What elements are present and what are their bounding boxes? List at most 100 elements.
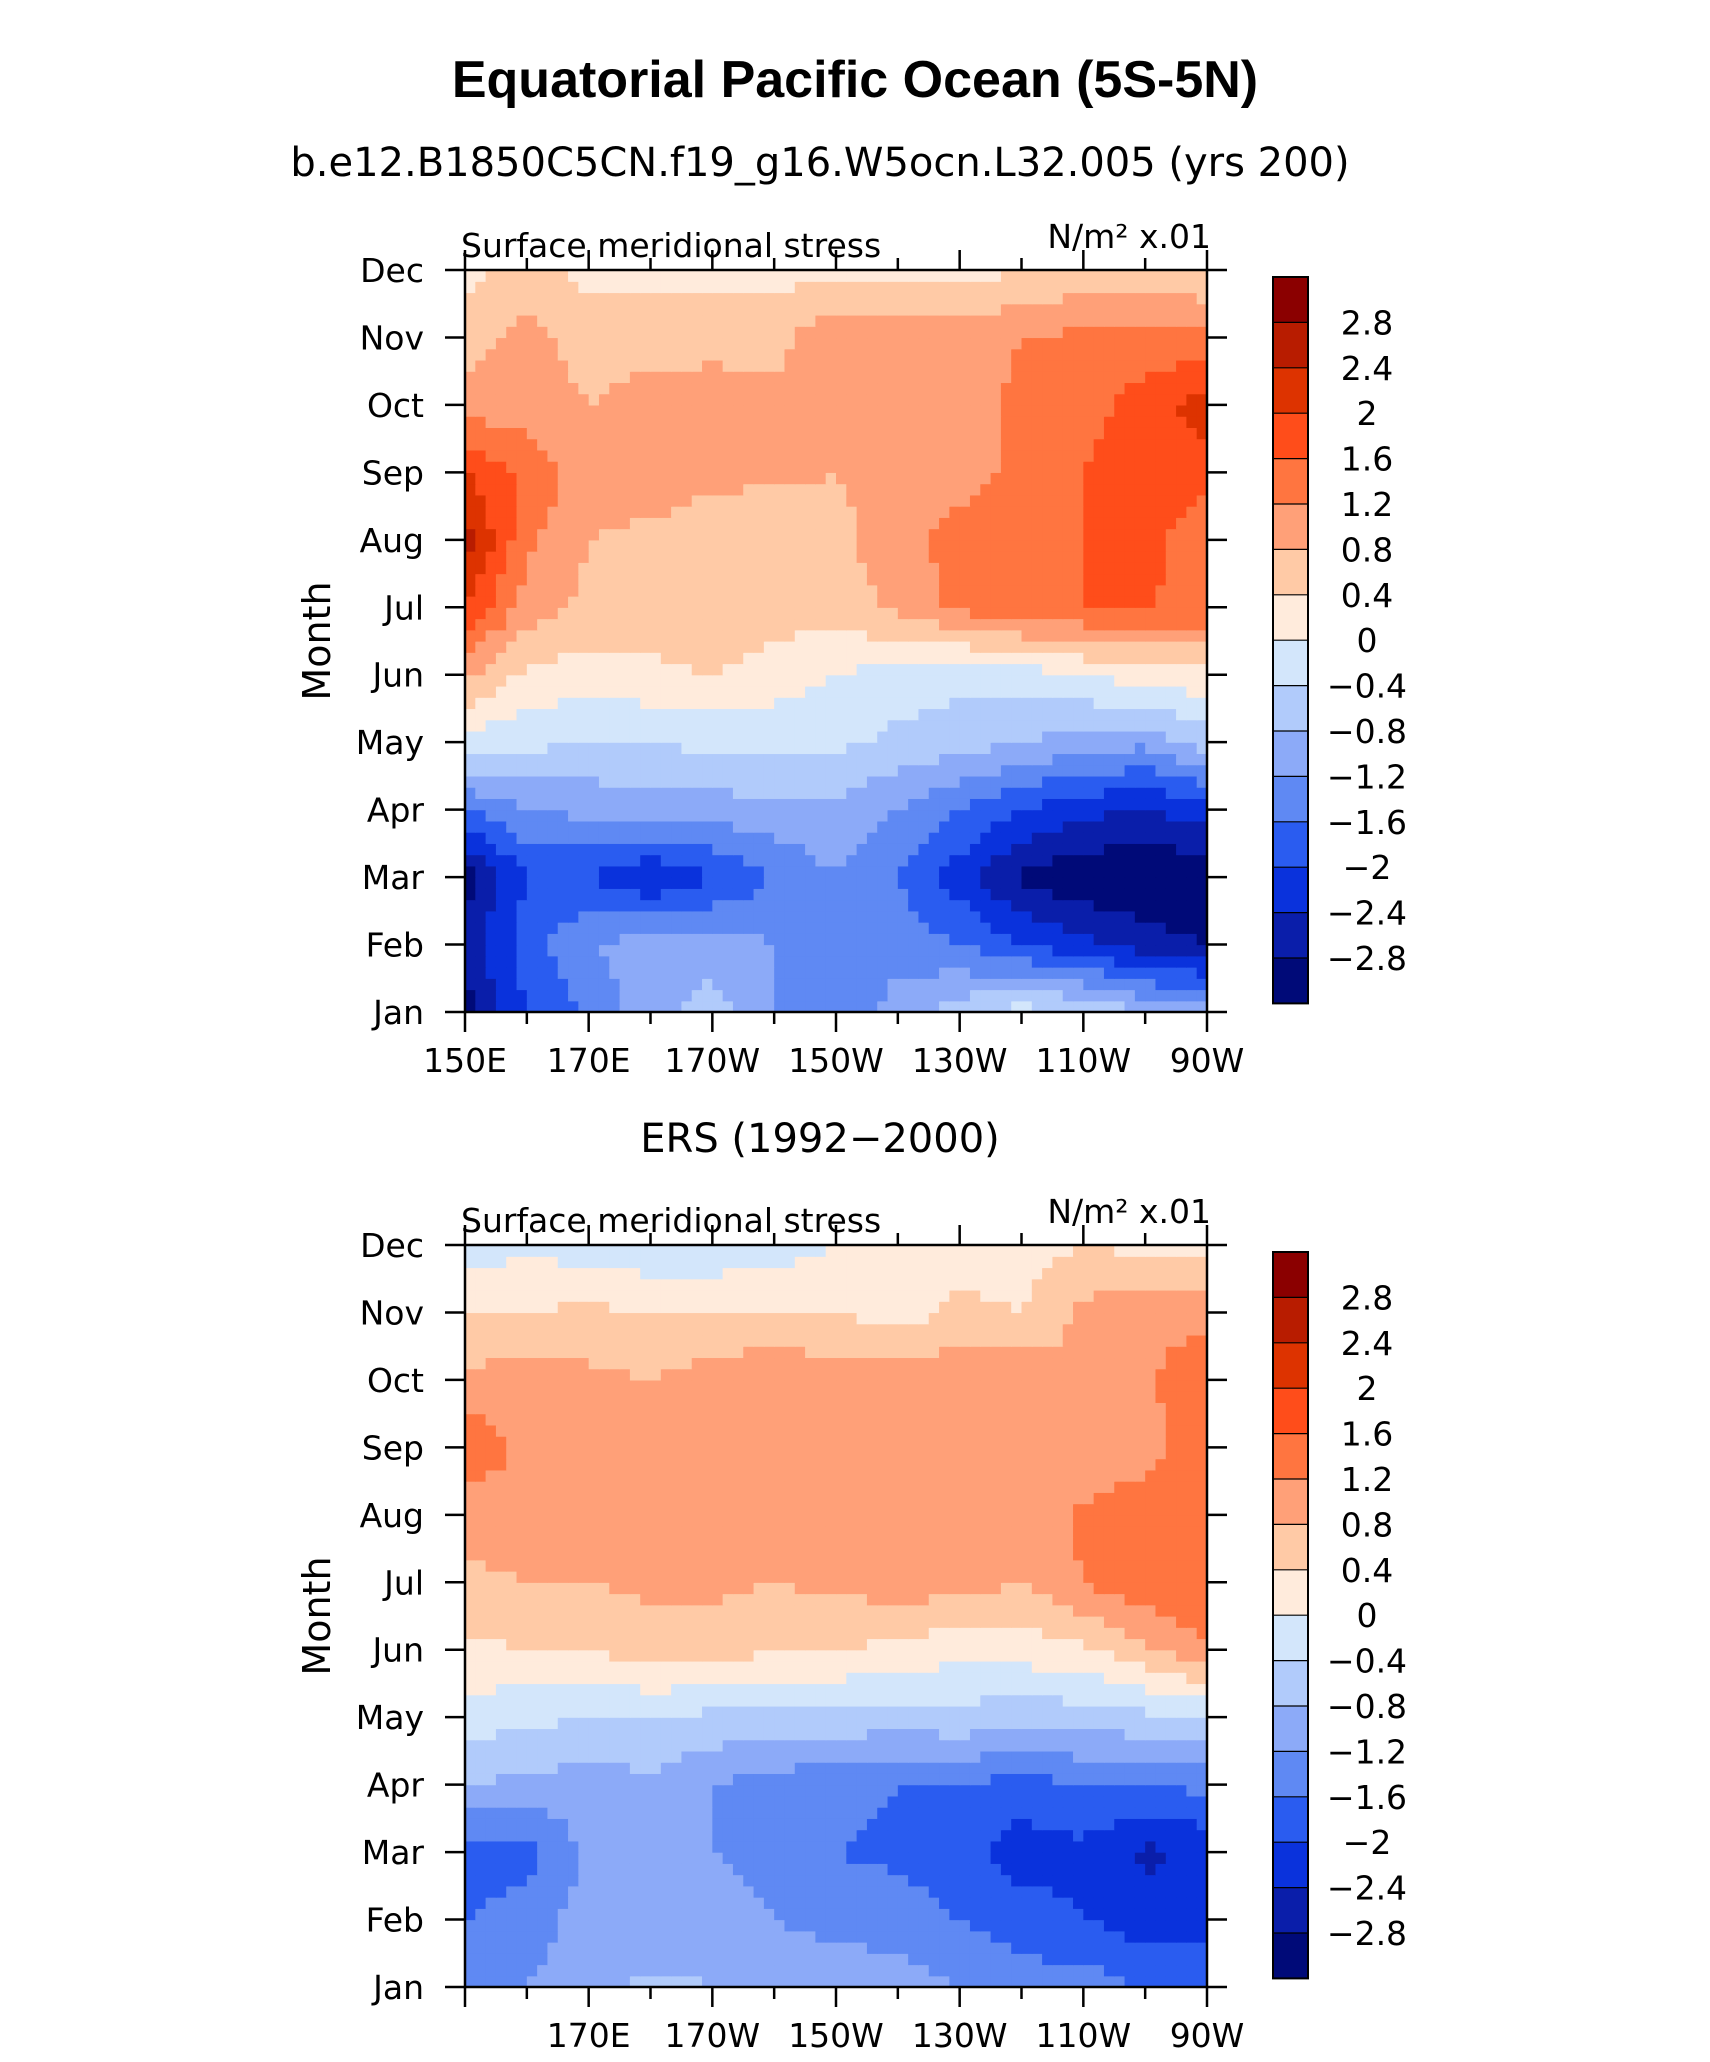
- contour-cell: [1145, 989, 1157, 1002]
- contour-cell: [609, 494, 621, 507]
- contour-cell: [980, 326, 992, 339]
- colorbar-label: 1.2: [1341, 485, 1393, 524]
- contour-cell: [671, 303, 683, 316]
- contour-cell: [1134, 877, 1146, 889]
- contour-cell: [691, 629, 703, 642]
- contour-cell: [1021, 955, 1033, 968]
- contour-cell: [691, 303, 703, 316]
- contour-cell: [598, 337, 610, 350]
- contour-cell: [825, 1000, 837, 1012]
- contour-cell: [660, 596, 672, 608]
- contour-cell: [939, 764, 950, 777]
- contour-cell: [732, 393, 744, 406]
- contour-cell: [691, 551, 703, 563]
- contour-cell: [928, 416, 940, 428]
- contour-cell: [753, 551, 765, 563]
- contour-cell: [1073, 596, 1084, 608]
- contour-cell: [959, 517, 971, 530]
- contour-cell: [1134, 910, 1146, 923]
- contour-cell: [918, 584, 930, 597]
- contour-cell: [897, 1964, 909, 1977]
- contour-cell: [1145, 303, 1157, 316]
- contour-cell: [598, 854, 610, 867]
- contour-cell: [846, 674, 858, 687]
- contour-cell: [1093, 820, 1105, 833]
- contour-cell: [949, 562, 961, 575]
- contour-cell: [969, 629, 981, 642]
- contour-cell: [743, 393, 755, 406]
- contour-cell: [743, 978, 755, 991]
- contour-cell: [836, 910, 847, 923]
- contour-cell: [774, 303, 786, 316]
- contour-cell: [526, 517, 538, 530]
- contour-cell: [1031, 337, 1043, 350]
- contour-cell: [990, 832, 1002, 844]
- contour-cell: [1000, 528, 1012, 541]
- contour-cell: [732, 573, 744, 586]
- contour-cell: [640, 820, 652, 833]
- contour-cell: [1155, 933, 1167, 946]
- contour-cell: [506, 1964, 518, 1977]
- contour-cell: [928, 708, 940, 721]
- contour-cell: [1196, 1975, 1207, 1987]
- contour-cell: [475, 719, 487, 732]
- contour-cell: [1124, 618, 1136, 631]
- contour-cell: [877, 326, 889, 339]
- contour-cell: [866, 382, 878, 395]
- contour-cell: [609, 472, 621, 485]
- contour-cell: [918, 865, 930, 878]
- contour-cell: [537, 528, 549, 541]
- contour-cell: [537, 517, 549, 530]
- contour-cell: [866, 888, 878, 901]
- contour-cell: [784, 292, 796, 305]
- contour-cell: [578, 629, 590, 642]
- contour-cell: [516, 955, 528, 968]
- contour-cell: [763, 607, 775, 620]
- contour-cell: [1000, 461, 1012, 473]
- contour-cell: [568, 416, 579, 428]
- contour-cell: [1042, 708, 1054, 721]
- contour-cell: [568, 281, 579, 294]
- contour-cell: [939, 933, 950, 946]
- contour-cell: [1000, 764, 1012, 777]
- contour-cell: [1073, 798, 1084, 811]
- contour-cell: [475, 494, 487, 507]
- contour-cell: [959, 337, 971, 350]
- contour-cell: [722, 798, 734, 811]
- contour-cell: [928, 528, 940, 541]
- contour-cell: [1145, 348, 1157, 361]
- contour-cell: [495, 551, 507, 563]
- contour-cell: [1062, 730, 1074, 743]
- contour-cell: [856, 764, 868, 777]
- contour-cell: [650, 472, 662, 485]
- contour-cell: [722, 663, 734, 676]
- contour-cell: [1011, 685, 1023, 698]
- contour-cell: [681, 922, 693, 934]
- contour-cell: [887, 472, 899, 485]
- contour-cell: [1145, 607, 1157, 620]
- contour-cell: [691, 427, 703, 440]
- contour-cell: [732, 922, 744, 934]
- contour-cell: [1165, 753, 1177, 766]
- contour-cell: [939, 292, 950, 305]
- contour-cell: [897, 562, 909, 575]
- contour-cell: [1145, 314, 1157, 327]
- contour-cell: [1196, 337, 1207, 350]
- contour-cell: [619, 978, 631, 991]
- contour-cell: [712, 438, 724, 451]
- contour-cell: [774, 1964, 786, 1977]
- contour-cell: [980, 393, 992, 406]
- contour-cell: [774, 326, 786, 339]
- contour-cell: [1052, 944, 1064, 957]
- contour-cell: [969, 719, 981, 732]
- contour-cell: [928, 922, 940, 934]
- contour-cell: [732, 888, 744, 901]
- contour-cell: [1176, 483, 1187, 496]
- contour-cell: [784, 697, 796, 710]
- contour-cell: [969, 967, 981, 979]
- contour-cell: [588, 359, 600, 372]
- contour-cell: [506, 562, 518, 575]
- contour-cell: [578, 708, 590, 721]
- contour-cell: [1103, 539, 1115, 552]
- contour-cell: [825, 641, 837, 653]
